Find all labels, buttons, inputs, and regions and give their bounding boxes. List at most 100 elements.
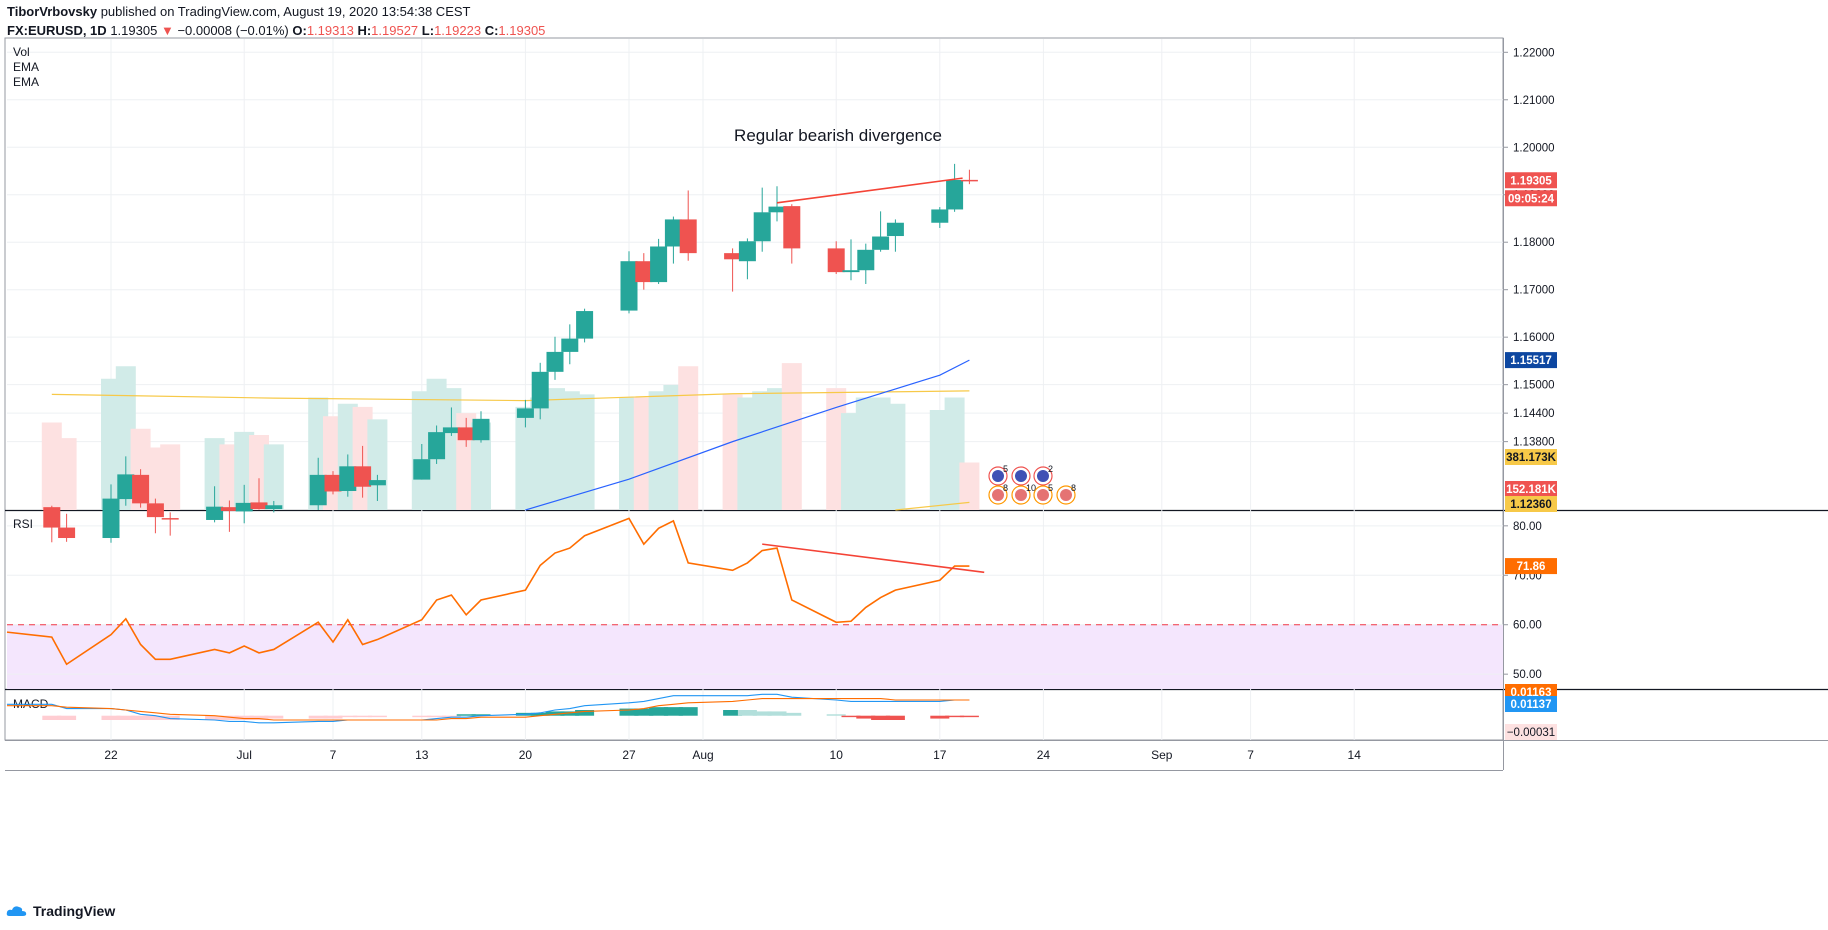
down-arrow-icon: ▼ bbox=[160, 23, 174, 38]
high-value: 1.19527 bbox=[371, 23, 419, 38]
macd-histogram-bar bbox=[131, 715, 151, 720]
last-price-tag-bg bbox=[1505, 172, 1557, 189]
ema-fast-tag-bg bbox=[1505, 352, 1557, 369]
low-value: 1.19223 bbox=[434, 23, 482, 38]
ema-slow-tag: 1.12360 bbox=[1510, 499, 1552, 511]
macd-histogram-bar bbox=[649, 707, 669, 716]
countdown-tag: 09:05:24 bbox=[1508, 193, 1555, 205]
ema-fast-line bbox=[525, 359, 970, 511]
macd-histogram-bar bbox=[856, 715, 876, 719]
volume-bar bbox=[263, 444, 284, 510]
macd-histogram-bar bbox=[308, 715, 328, 719]
candle-body bbox=[442, 427, 460, 434]
divergence-annotation: Regular bearish divergence bbox=[734, 126, 942, 145]
event-count: 8 bbox=[1003, 483, 1008, 493]
open-value: 1.19313 bbox=[306, 23, 354, 38]
macd-histogram-bar bbox=[530, 712, 550, 716]
candle-body bbox=[531, 371, 549, 409]
publisher-name[interactable]: TiborVrbovsky bbox=[7, 4, 98, 19]
macd-histogram-bar bbox=[619, 708, 639, 716]
volume-ema-tag: 381.173K bbox=[1506, 452, 1557, 464]
macd-histogram-bar bbox=[205, 715, 225, 720]
x-tick-label: 27 bbox=[622, 748, 636, 762]
volume-bar bbox=[574, 394, 595, 510]
ohlc-legend: FX:EURUSD, 1D 1.19305 ▼ −0.00008 (−0.01%… bbox=[7, 22, 545, 39]
candle-body bbox=[946, 180, 964, 210]
macd-histogram-bar bbox=[42, 715, 62, 720]
candle-body bbox=[857, 249, 875, 271]
candle-body bbox=[309, 474, 327, 506]
event-count: 5 bbox=[1048, 483, 1053, 493]
rsi-last-tag: 71.86 bbox=[1517, 561, 1546, 573]
publish-info: TiborVrbovsky published on TradingView.c… bbox=[7, 3, 470, 20]
macd-histogram-bar bbox=[57, 715, 77, 720]
candle-body bbox=[753, 212, 771, 242]
candle-body bbox=[206, 506, 224, 520]
candle-body bbox=[783, 206, 801, 249]
low-label: L: bbox=[421, 23, 435, 38]
candle-body bbox=[102, 498, 120, 539]
macd-histogram-bar bbox=[575, 710, 595, 716]
macd-histogram-bar bbox=[219, 715, 239, 720]
x-tick-label: 24 bbox=[1037, 748, 1051, 762]
candle-body bbox=[58, 527, 76, 539]
candle-body bbox=[650, 246, 668, 283]
candle-body bbox=[413, 459, 431, 480]
x-tick-label: 7 bbox=[1247, 748, 1254, 762]
x-tick-label: Jul bbox=[237, 748, 252, 762]
candle-body bbox=[132, 474, 150, 504]
flag-icon-fill bbox=[1015, 489, 1027, 501]
rsi-divergence-line bbox=[762, 543, 985, 574]
rsi-legend: RSI bbox=[13, 517, 33, 531]
volume-bar bbox=[781, 363, 802, 510]
rsi-line bbox=[6, 517, 970, 666]
event-count: 5 bbox=[1003, 464, 1008, 474]
x-tick-label: 20 bbox=[519, 748, 533, 762]
indicator-legend: EMA bbox=[13, 75, 39, 89]
candle-body bbox=[679, 219, 697, 254]
candle-body bbox=[664, 219, 682, 247]
volume-bar bbox=[959, 462, 980, 510]
x-tick-label: 17 bbox=[933, 748, 947, 762]
flag-icon-fill bbox=[1037, 489, 1049, 501]
candle-body bbox=[368, 480, 386, 486]
price-tick-label: 1.15000 bbox=[1513, 380, 1555, 392]
macd-histogram-bar bbox=[885, 715, 905, 720]
candle-body bbox=[886, 222, 904, 237]
macd-histogram-bar bbox=[723, 710, 743, 716]
volume-bar bbox=[160, 444, 181, 510]
signal-line bbox=[7, 698, 970, 721]
candle-body bbox=[931, 209, 949, 223]
macd-histogram-bar bbox=[471, 714, 491, 716]
macd-histogram-bar bbox=[663, 707, 683, 716]
price-tick-label: 1.20000 bbox=[1513, 142, 1555, 154]
macd-histogram-bar bbox=[752, 711, 772, 716]
macd-histogram-bar bbox=[456, 714, 476, 716]
tradingview-logo[interactable]: TradingView bbox=[6, 903, 115, 919]
macd-histogram-bar bbox=[427, 715, 447, 718]
macd-histogram-bar bbox=[101, 715, 121, 720]
macd-histogram-bar bbox=[249, 715, 269, 720]
last-price-tag: 1.19305 bbox=[1510, 175, 1552, 187]
candle-body bbox=[960, 179, 978, 182]
ema-fast-tag: 1.15517 bbox=[1510, 355, 1552, 367]
candle-body bbox=[738, 241, 756, 262]
indicator-legend: Vol bbox=[13, 45, 30, 59]
cloud-icon bbox=[6, 906, 27, 916]
flag-icon-fill bbox=[1015, 470, 1027, 482]
symbol-label[interactable]: FX:EURUSD, 1D bbox=[7, 23, 107, 38]
candle-body bbox=[43, 507, 61, 528]
ema-slow-tag-bg bbox=[1505, 496, 1557, 512]
macd-histogram-bar bbox=[841, 715, 861, 718]
macd-histogram-bar bbox=[782, 712, 802, 716]
macd-histogram-bar bbox=[145, 715, 165, 720]
candle-body bbox=[457, 427, 475, 441]
macd-value-tag-bg bbox=[1505, 696, 1557, 712]
volume-ema-tag-bg bbox=[1505, 449, 1557, 465]
close-value: 1.19305 bbox=[498, 23, 546, 38]
macd-histogram-bar bbox=[737, 710, 757, 716]
macd-histogram-bar bbox=[264, 715, 284, 719]
candle-body bbox=[324, 474, 342, 492]
candle-body bbox=[161, 518, 179, 520]
